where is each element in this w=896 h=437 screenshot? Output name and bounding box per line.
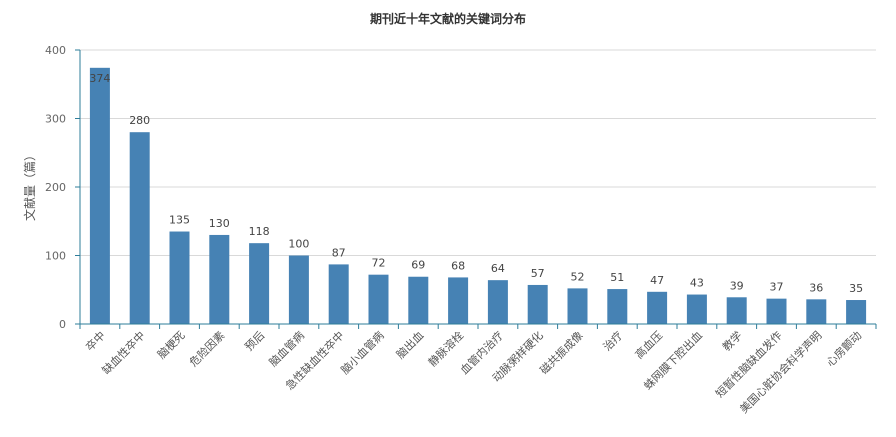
data-label: 39 [730, 279, 744, 292]
y-tick-label: 400 [45, 44, 66, 57]
labels: 0 100 200 300 400 374 卒中 280 缺血性卒中 135 脑梗死 130 危险因素 1… [45, 44, 864, 416]
bar [129, 132, 150, 324]
x-tick-label: 高血压 [632, 328, 665, 361]
bar [487, 280, 508, 324]
bar [567, 288, 588, 324]
bar [328, 264, 349, 324]
data-label: 280 [129, 114, 150, 127]
x-tick-label: 短暂性脑缺血发作 [712, 328, 784, 400]
data-label: 118 [249, 225, 270, 238]
y-tick-label: 200 [45, 181, 66, 194]
data-label: 47 [650, 274, 664, 287]
data-label: 72 [372, 257, 386, 270]
x-tick-label: 静脉溶栓 [425, 328, 466, 369]
bar [408, 276, 429, 324]
x-tick-label: 脑血管病 [266, 328, 307, 369]
data-label: 64 [491, 262, 505, 275]
x-tick-label: 教学 [719, 328, 744, 353]
bar [806, 299, 827, 324]
data-label: 43 [690, 277, 704, 290]
x-tick-label: 心房颤动 [823, 328, 864, 369]
bar [209, 234, 230, 324]
x-tick-label: 磁共振成像 [537, 328, 586, 377]
data-label: 52 [571, 270, 585, 283]
chart-title: 期刊近十年文献的关键词分布 [369, 12, 526, 26]
data-label: 135 [169, 214, 190, 227]
bar [169, 231, 190, 324]
bar [368, 274, 389, 324]
data-label: 374 [89, 72, 110, 85]
data-label: 57 [531, 267, 545, 280]
x-tick-label: 预后 [242, 329, 267, 354]
x-tick-label: 治疗 [600, 328, 625, 353]
data-label: 87 [332, 246, 346, 259]
bar [607, 289, 628, 324]
x-tick-label: 缺血性卒中 [99, 328, 148, 377]
bar [448, 277, 469, 324]
y-tick-label: 100 [45, 250, 66, 263]
data-label: 35 [849, 282, 863, 295]
bar [647, 291, 668, 324]
data-label: 36 [809, 281, 823, 294]
bar [527, 284, 548, 324]
data-label: 130 [209, 217, 230, 230]
x-tick-label: 脑梗死 [154, 328, 187, 361]
bar [726, 297, 747, 324]
data-label: 68 [451, 259, 465, 272]
bars [89, 67, 867, 324]
y-tick-label: 300 [45, 113, 66, 126]
x-tick-label: 危险因素 [186, 328, 227, 369]
bar [249, 243, 270, 324]
bar [766, 298, 787, 324]
bar [89, 67, 110, 324]
bar [846, 300, 867, 324]
y-tick-label: 0 [59, 318, 66, 331]
axes [79, 50, 876, 325]
x-tick-label: 脑出血 [393, 328, 426, 361]
data-label: 51 [610, 271, 624, 284]
bar [686, 294, 707, 324]
bar [288, 255, 309, 324]
x-tick-label: 脑小血管病 [338, 328, 387, 377]
gridlines [75, 49, 877, 329]
x-tick-label: 卒中 [83, 328, 108, 353]
data-label: 69 [411, 259, 425, 272]
y-axis-title: 文献量（篇） [22, 149, 37, 221]
data-label: 37 [770, 281, 784, 294]
data-label: 100 [288, 238, 309, 251]
